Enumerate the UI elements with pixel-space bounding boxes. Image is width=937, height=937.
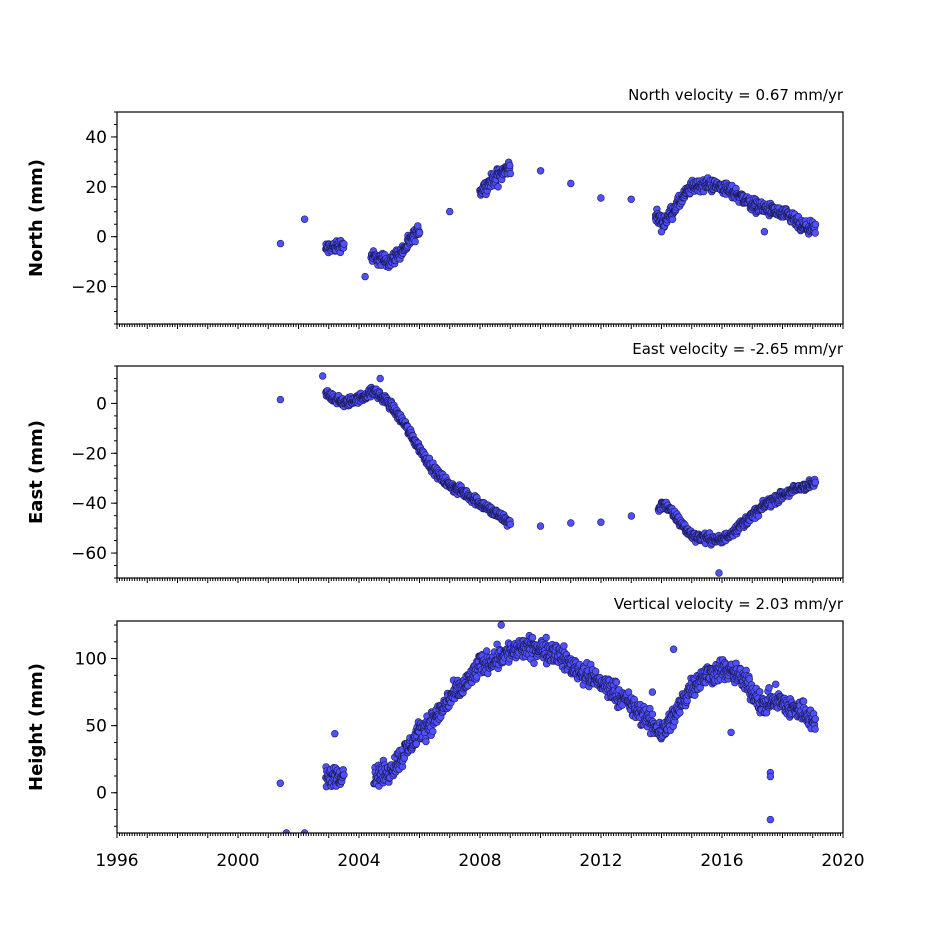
height-points [276,621,819,833]
east-data-point [536,522,545,530]
height-outlier-point [497,621,505,629]
north-data-point [567,179,575,188]
east-data-point [811,478,820,486]
height-data-point [624,688,633,696]
height-data-point [276,779,284,787]
east-ytick-label: −40 [71,494,107,514]
north-velocity-title: North velocity = 0.67 mm/yr [628,86,844,104]
height-data-point [530,659,538,667]
height-data-point [483,647,491,655]
height-panel: 100 50 0 1996 2000 2004 2008 2012 2016 2020 Height… [26,595,865,871]
north-points [276,158,820,281]
east-data-point [627,512,636,520]
height-data-point [799,697,808,706]
east-axes-frame [116,365,844,579]
north-ylabel: North (mm) [26,159,47,277]
height-data-point [340,771,348,779]
north-axes-frame [116,111,844,325]
north-data-point [811,220,820,229]
height-data-point [811,725,819,733]
east-points [276,372,820,577]
height-ylabel: Height (mm) [26,663,47,791]
height-data-point [612,678,621,686]
height-data-point [429,727,437,736]
north-data-point [340,240,348,248]
xtick-label: 1996 [95,851,138,871]
xtick-label: 2004 [337,851,380,871]
height-ytick-label: 50 [85,717,107,737]
north-outlier-point [760,228,769,236]
height-data-point [765,684,773,692]
xtick-label: 2016 [700,851,743,871]
height-data-point [676,708,684,717]
east-data-point [276,395,285,404]
north-outlier-point [300,215,309,223]
north-ytick-label: 20 [85,178,107,198]
north-ytick-label: 40 [85,128,107,148]
height-ytick-label: 0 [96,784,107,804]
north-outlier-point [361,272,369,281]
height-ytick-label: 100 [75,650,107,670]
east-data-point [506,520,515,528]
north-panel: 40 20 0 −20 North (mm) North velocity = 0.67 … [26,86,844,329]
height-outlier-point [669,645,678,653]
north-data-point [506,169,515,178]
height-data-point [422,737,430,746]
east-outlier-point [715,569,723,577]
xtick-label: 2020 [821,851,864,871]
height-data-point [412,740,420,748]
height-data-point [591,667,600,676]
north-data-point [536,167,545,175]
height-data-point [771,680,780,688]
north-ytick-label: −20 [71,278,107,298]
xtick-label: 2008 [458,851,501,871]
north-data-point [811,229,819,237]
north-data-point [415,229,424,237]
east-ytick-label: 0 [96,394,107,414]
east-data-point [567,519,575,527]
height-data-point [648,710,657,718]
east-velocity-title: East velocity = -2.65 mm/yr [632,340,844,358]
north-ytick-label: 0 [96,228,107,248]
height-data-point [811,715,819,723]
height-data-point [528,633,537,642]
xtick-label: 2012 [579,851,622,871]
north-outlier-point [494,183,502,191]
north-outlier-point [657,228,666,236]
height-outlier-point [766,772,775,781]
east-outlier-point [319,372,327,380]
height-outlier-point [648,688,657,696]
height-velocity-title: Vertical velocity = 2.03 mm/yr [614,595,844,613]
east-ytick-label: −20 [71,444,107,464]
height-data-point [560,642,568,650]
height-data-point [542,633,550,642]
height-outlier-point [766,815,775,824]
north-data-point [627,195,635,204]
north-data-point [597,194,605,202]
height-outlier-point [727,728,735,737]
north-data-point [276,239,285,248]
east-ytick-label: −60 [71,544,107,564]
east-panel: 0 −20 −40 −60 East (mm) East velocity = -2.65… [26,340,844,583]
east-outlier-point [376,374,384,383]
xtick-label: 2000 [216,851,259,871]
height-data-point [755,688,764,696]
north-data-point [506,161,514,170]
height-data-point [400,754,408,762]
north-data-point [446,207,454,216]
east-data-point [597,518,605,526]
north-data-point [411,237,419,246]
height-outlier-point [331,729,339,738]
east-ylabel: East (mm) [26,420,47,524]
